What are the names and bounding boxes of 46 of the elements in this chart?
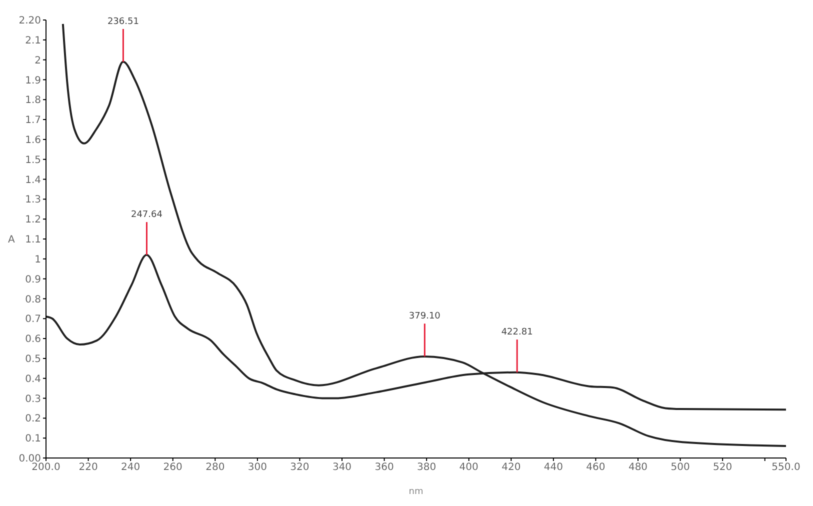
x-tick-label: 280 <box>206 462 225 474</box>
y-tick-label: 1.7 <box>25 115 41 126</box>
y-tick-label: 1.3 <box>25 194 41 206</box>
annotation: 247.64 <box>130 210 163 220</box>
x-tick-label: 400 <box>459 462 478 474</box>
x-tick-label: 380 <box>417 462 436 474</box>
y-tick-label: 1.2 <box>25 214 41 226</box>
x-tick-label: 500 <box>670 462 690 474</box>
y-tick-label: 1 <box>34 254 41 266</box>
y-tick-label: 0.6 <box>25 334 41 346</box>
x-axis-title: nm <box>408 487 424 497</box>
x-tick-label: 550.0 <box>772 462 800 474</box>
y-tick-label: 1.6 <box>25 135 41 146</box>
x-tick-label: 420 <box>502 462 521 474</box>
y-tick-label: 2.1 <box>25 35 41 46</box>
x-tick-label: 440 <box>544 462 563 474</box>
y-tick-label: 1.5 <box>25 154 41 166</box>
x-tick-label: 320 <box>290 462 310 474</box>
y-axis-title: A <box>8 234 15 246</box>
y-tick-label: 0.3 <box>25 394 41 405</box>
y-tick-label: 2.20 <box>18 16 41 27</box>
y-tick-label: 1.8 <box>25 95 41 106</box>
x-tick-label: 460 <box>586 462 606 474</box>
y-tick-label: 0.8 <box>25 294 41 306</box>
x-tick-label: 220 <box>78 462 98 474</box>
annotation: 236.51 <box>107 16 139 27</box>
y-tick-label: 0.1 <box>25 434 41 445</box>
x-tick-label: 240 <box>121 462 140 474</box>
x-tick-label: 520 <box>713 462 732 474</box>
y-tick-label: 0.9 <box>25 274 41 286</box>
annotation: 379.10 <box>408 312 441 322</box>
y-tick-label: 2 <box>34 55 41 66</box>
x-tick-label: 480 <box>628 462 648 474</box>
x-tick-label: 340 <box>332 462 352 474</box>
x-tick-label: 200.0 <box>32 462 60 474</box>
x-tick-label: 360 <box>374 462 394 474</box>
y-tick-label: 0.2 <box>25 414 41 425</box>
y-tick-label: 0.7 <box>25 314 41 326</box>
y-tick-label: 0.5 <box>25 354 41 366</box>
y-tick-label: 1.4 <box>25 174 41 186</box>
x-tick-label: 260 <box>163 462 182 474</box>
y-tick-label: 1.9 <box>25 75 41 86</box>
y-tick-label: 1.1 <box>25 234 41 246</box>
annotation: 422.81 <box>501 328 533 338</box>
x-tick-label: 300 <box>248 462 267 474</box>
y-tick-label: 0.4 <box>25 374 41 385</box>
